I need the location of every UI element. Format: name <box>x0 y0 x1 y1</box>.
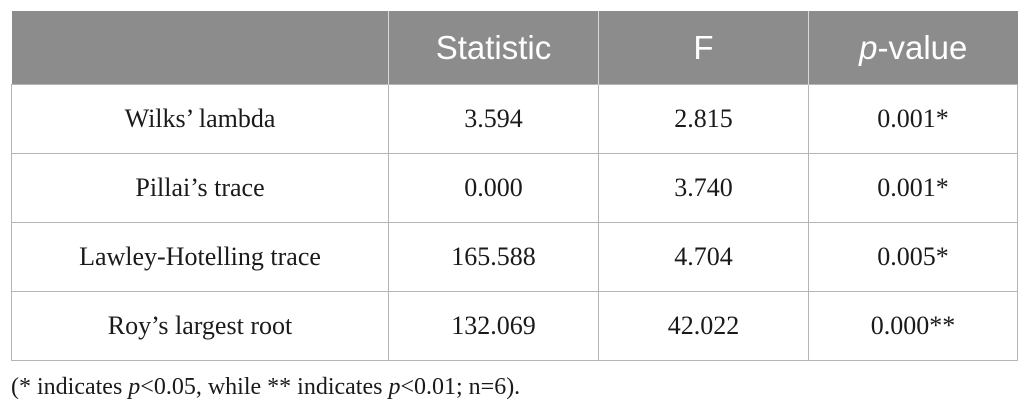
footnote-p2: p <box>388 374 401 400</box>
p-value-cell: 0.005* <box>808 222 1018 292</box>
results-table-container: Statistic F p-value Wilks’ lambda 3.594 … <box>11 11 1018 361</box>
statistic-cell: 0.000 <box>388 153 599 223</box>
f-cell: 3.740 <box>598 153 809 223</box>
table-body: Wilks’ lambda 3.594 2.815 0.001* Pillai’… <box>11 84 1018 361</box>
f-cell: 4.704 <box>598 222 809 292</box>
row-label-cell: Lawley-Hotelling trace <box>11 222 389 292</box>
footnote-part3: <0.01; n=6). <box>400 374 521 400</box>
table-header: Statistic F p-value <box>11 11 1018 85</box>
header-p-italic: p <box>859 28 878 66</box>
table-row: Lawley-Hotelling trace 165.588 4.704 0.0… <box>11 222 1018 292</box>
row-label-cell: Wilks’ lambda <box>11 84 389 154</box>
statistic-cell: 165.588 <box>388 222 599 292</box>
row-label-cell: Roy’s largest root <box>11 291 389 361</box>
header-cell-empty <box>11 11 389 85</box>
p-value-cell: 0.001* <box>808 153 1018 223</box>
multivariate-tests-table: Statistic F p-value Wilks’ lambda 3.594 … <box>11 11 1018 361</box>
footnote-part1: (* indicates <box>11 374 129 400</box>
table-row: Pillai’s trace 0.000 3.740 0.001* <box>11 153 1018 223</box>
f-cell: 42.022 <box>598 291 809 361</box>
statistic-cell: 132.069 <box>388 291 599 361</box>
table-row: Wilks’ lambda 3.594 2.815 0.001* <box>11 84 1018 154</box>
f-cell: 2.815 <box>598 84 809 154</box>
header-cell-f: F <box>598 11 809 85</box>
header-row: Statistic F p-value <box>11 11 1018 85</box>
p-value-cell: 0.001* <box>808 84 1018 154</box>
header-cell-p-value: p-value <box>808 11 1018 85</box>
footnote-part2: <0.05, while ** indicates <box>140 374 389 400</box>
p-value-cell: 0.000** <box>808 291 1018 361</box>
table-row: Roy’s largest root 132.069 42.022 0.000*… <box>11 291 1018 361</box>
footnote-p1: p <box>128 374 141 400</box>
statistic-cell: 3.594 <box>388 84 599 154</box>
row-label-cell: Pillai’s trace <box>11 153 389 223</box>
header-value-suffix: -value <box>877 28 968 66</box>
header-cell-statistic: Statistic <box>388 11 599 85</box>
table-footnote: (* indicates p<0.05, while ** indicates … <box>11 374 520 401</box>
